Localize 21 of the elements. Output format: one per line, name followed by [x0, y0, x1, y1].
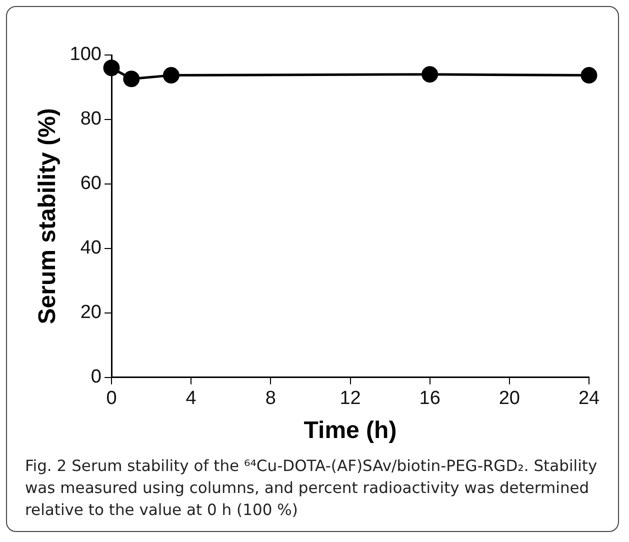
y-tick-label: 60	[80, 173, 102, 194]
point	[422, 66, 438, 83]
point	[580, 67, 598, 84]
y-tick-label: 80	[80, 108, 102, 130]
y-tick-label: 40	[80, 238, 102, 259]
x-tick-label: 16	[419, 388, 440, 410]
point	[162, 67, 180, 84]
x-axis-title: Time (h)	[304, 417, 397, 444]
y-axis-title: Serum stability (%)	[34, 108, 62, 324]
y-tick-label: 0	[90, 366, 102, 388]
x-tick-label: 0	[106, 388, 117, 410]
x-tick-label: 8	[265, 388, 276, 410]
point	[123, 70, 140, 88]
x-tick-label: 24	[578, 388, 600, 410]
caption: Fig. 2 Serum stability of the ⁶⁴Cu-DOTA-(AF)SAv/biotin-PEG-RGD₂. Stability was measured using columns, and percent radioactivity was determined relative to the value at 0 h (100 %)	[25, 456, 598, 521]
x-tick-label: 20	[498, 388, 520, 410]
x-tick-label: 4	[186, 388, 197, 410]
x-tick-label: 12	[340, 388, 361, 410]
y-tick-label: 20	[80, 302, 102, 324]
point	[103, 60, 120, 76]
y-tick-label: 100	[70, 44, 102, 66]
